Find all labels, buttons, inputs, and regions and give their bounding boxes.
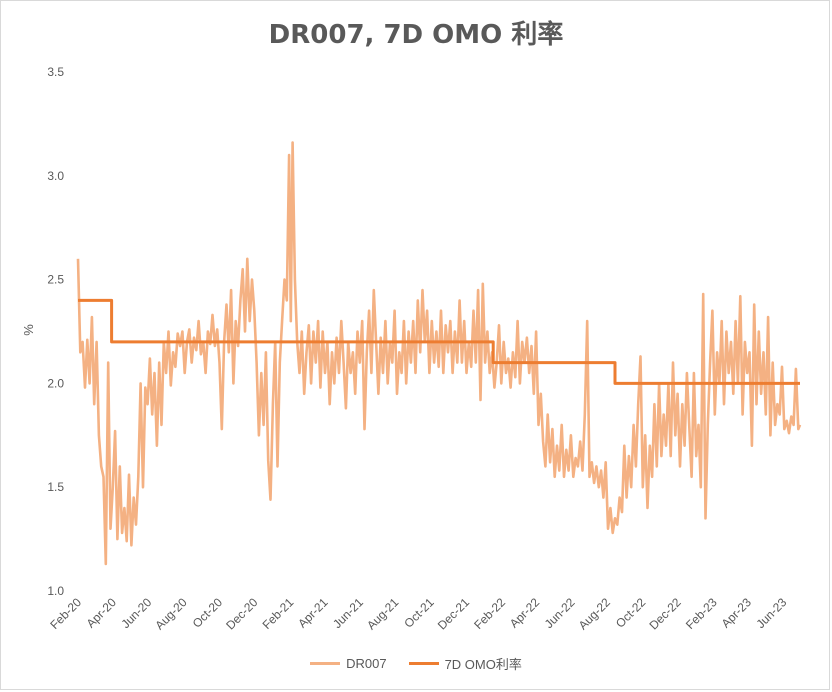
series-line-omo (78, 298, 800, 385)
x-tick-label: Dec-22 (647, 595, 684, 632)
x-tick-label: Apr-23 (719, 595, 755, 631)
x-tick-label: Feb-21 (260, 595, 297, 632)
legend-label-omo: 7D OMO利率 (444, 657, 522, 672)
legend-item-dr007: DR007 (310, 654, 387, 673)
y-tick-label: 3.5 (47, 65, 64, 79)
x-tick-label: Feb-22 (471, 595, 508, 632)
series-line-dr007 (76, 141, 802, 566)
x-tick-label: Aug-21 (364, 595, 401, 632)
legend-item-omo: 7D OMO利率 (408, 654, 522, 673)
x-tick-label: Jun-20 (118, 595, 154, 631)
x-tick-label: Aug-20 (152, 595, 189, 632)
y-tick-label: 2.5 (47, 273, 64, 287)
x-tick-label: Dec-21 (435, 595, 472, 632)
legend-swatch-dr007 (310, 662, 341, 665)
x-tick-label: Jun-21 (330, 595, 366, 631)
x-tick-label: Apr-21 (295, 595, 331, 631)
y-tick-label: 2.0 (47, 376, 64, 390)
y-tick-label: 1.5 (47, 480, 64, 494)
x-tick-label: Jun-22 (542, 595, 578, 631)
x-tick-label: Feb-23 (683, 595, 720, 632)
x-tick-label: Dec-20 (223, 595, 260, 632)
y-tick-label: 1.0 (47, 584, 64, 598)
legend: DR007 7D OMO利率 (0, 654, 832, 673)
x-tick-label: Apr-20 (84, 595, 120, 631)
x-tick-label: Jun-23 (753, 595, 789, 631)
y-axis-label: % (21, 324, 36, 336)
series-layer (76, 141, 802, 566)
x-tick-label: Feb-20 (47, 595, 84, 632)
x-tick-label: Apr-22 (507, 595, 543, 631)
chart-title: DR007, 7D OMO 利率 (268, 20, 564, 50)
x-tick-label: Oct-21 (401, 595, 437, 631)
x-tick-label: Oct-20 (190, 595, 226, 631)
y-tick-label: 3.0 (47, 169, 64, 183)
x-tick-label: Oct-22 (613, 595, 649, 631)
legend-swatch-omo (408, 662, 439, 665)
y-tick-labels: 1.0 1.5 2.0 2.5 3.0 3.5 (47, 65, 64, 598)
x-tick-label: Aug-22 (576, 595, 613, 632)
legend-label-dr007: DR007 (346, 656, 387, 671)
